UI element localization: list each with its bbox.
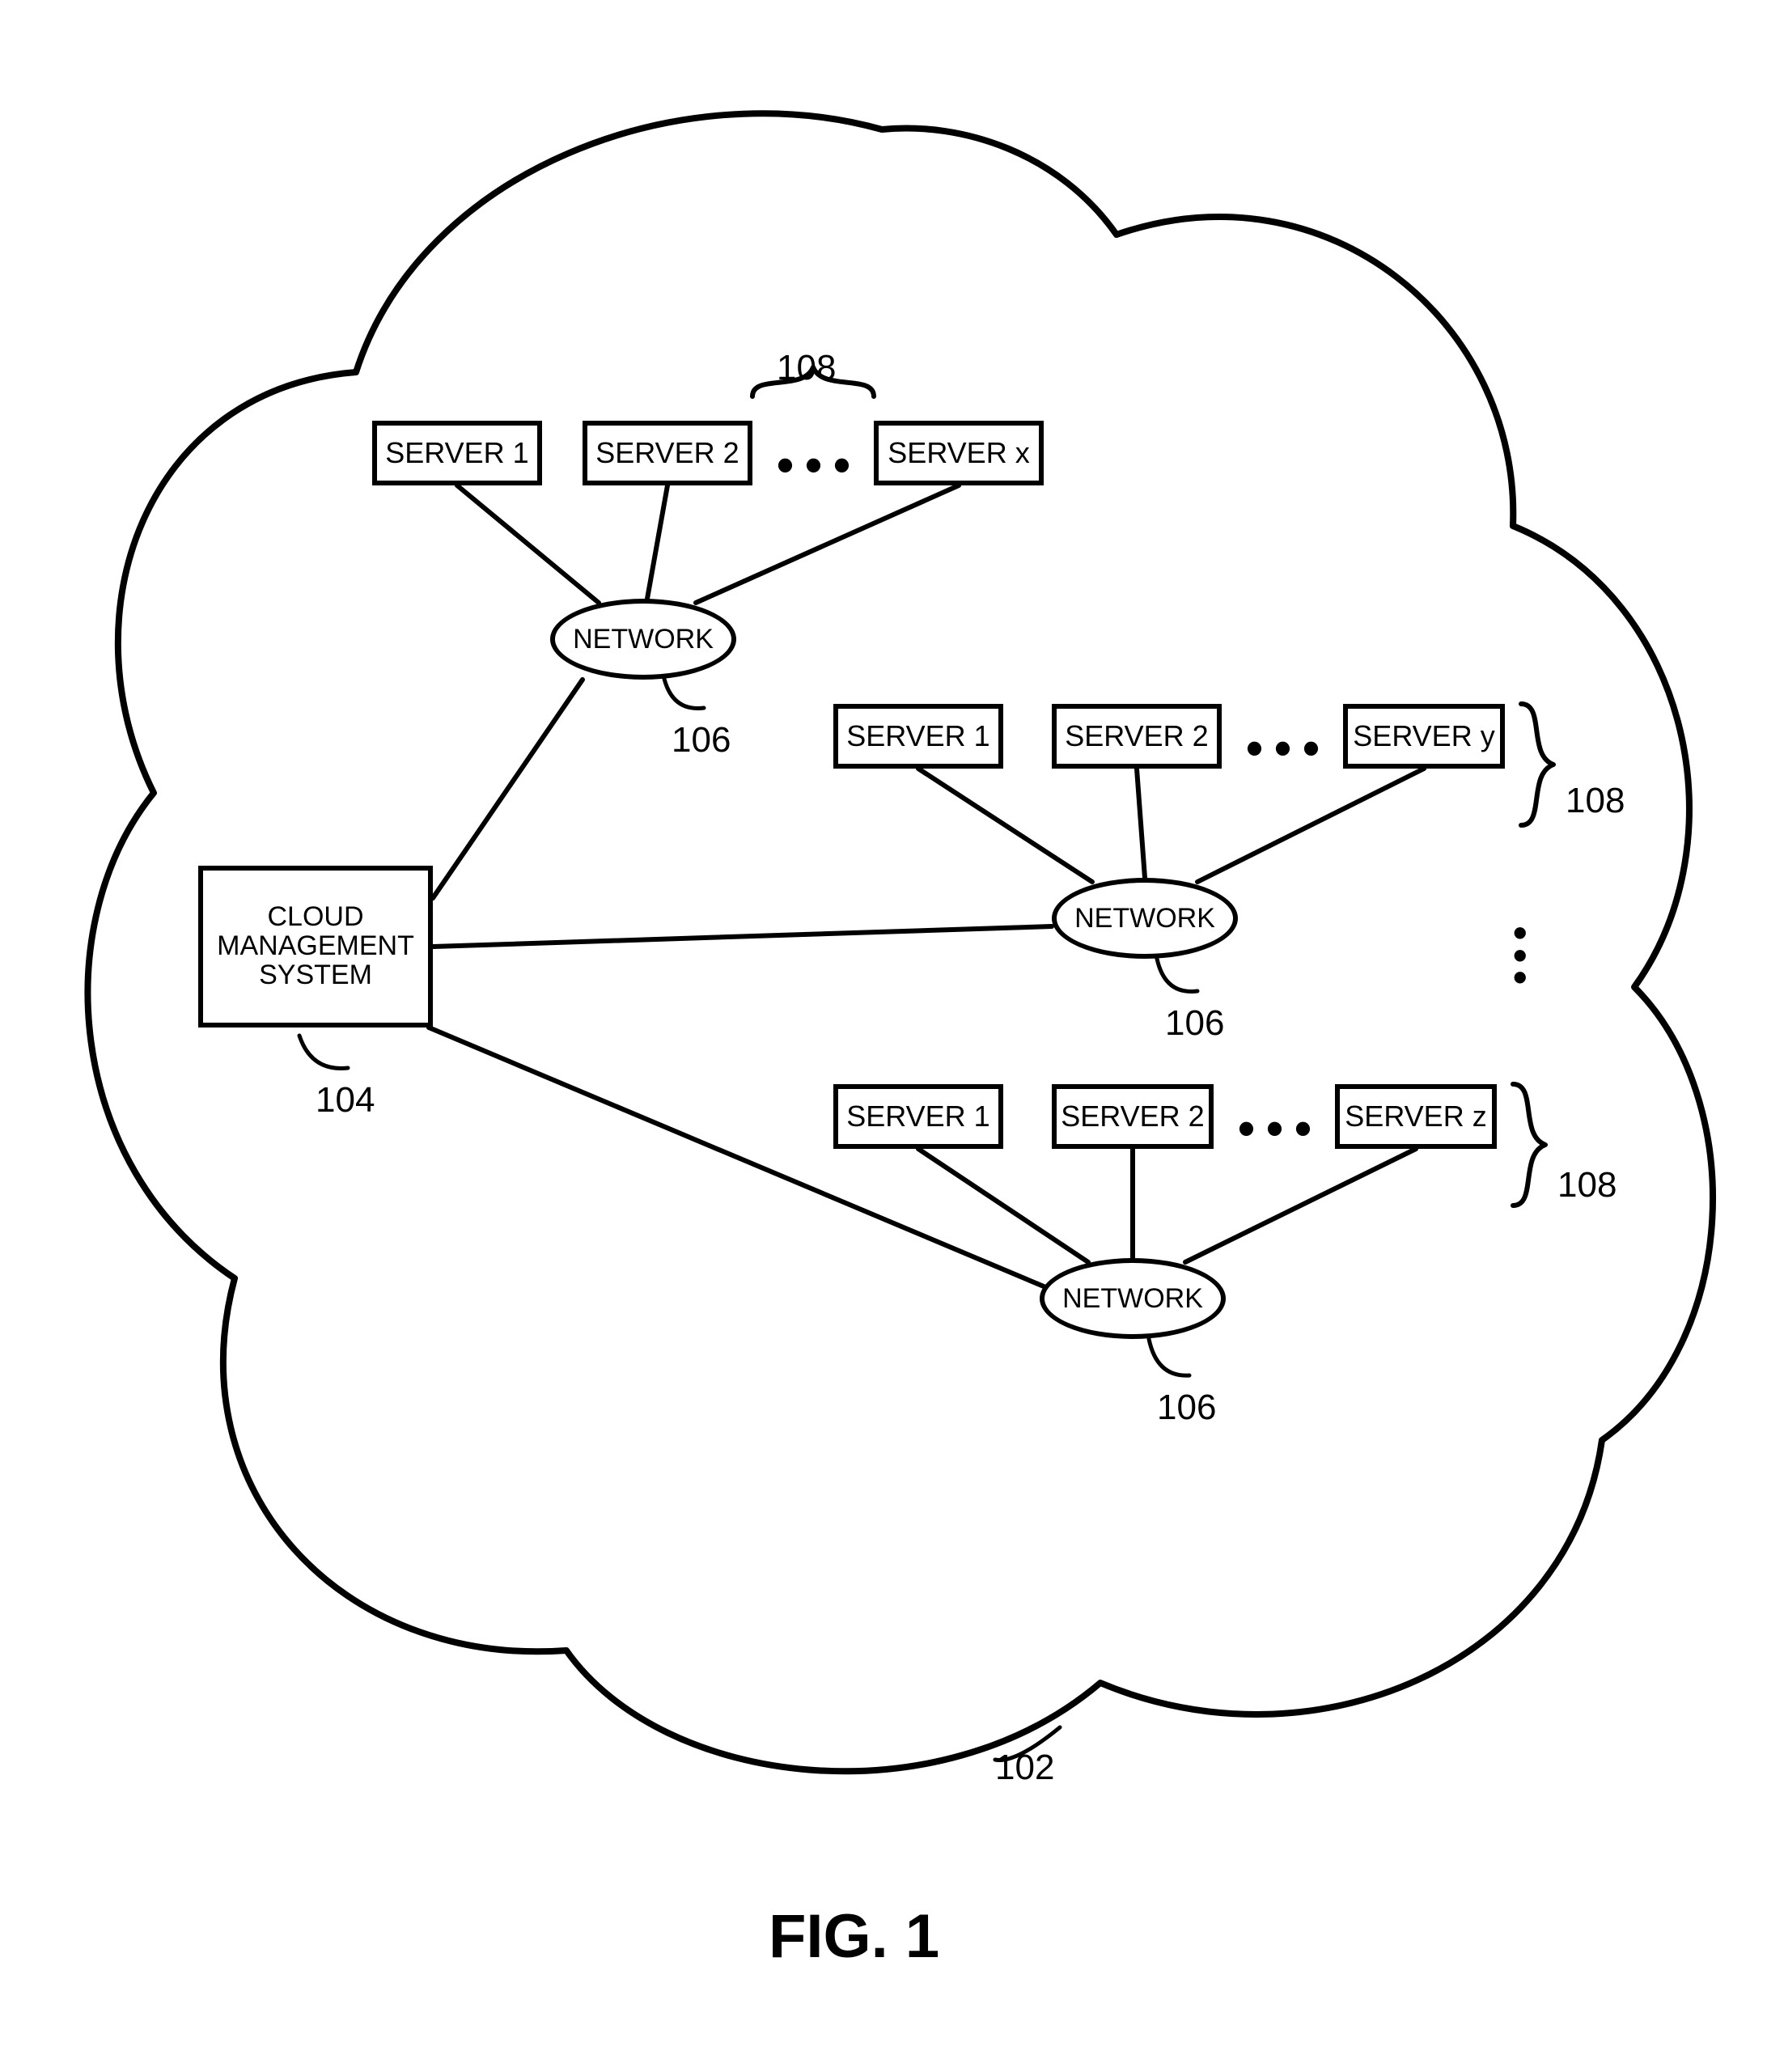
ref-106: 106 (1157, 1388, 1216, 1428)
cloud-management-system-box: CLOUD MANAGEMENT SYSTEM (198, 866, 433, 1028)
ref-108: 108 (1557, 1165, 1617, 1205)
network-ellipse: NETWORK (1052, 878, 1238, 959)
ref-106: 106 (672, 720, 731, 761)
vertical-ellipsis: • • • (1513, 922, 1528, 989)
server-box: SERVER 2 (1052, 1084, 1214, 1149)
ref-108: 108 (1566, 781, 1625, 821)
ref-104: 104 (316, 1080, 375, 1121)
ref-106: 106 (1165, 1003, 1224, 1044)
server-box: SERVER y (1343, 704, 1505, 769)
ref-108: 108 (777, 348, 836, 388)
svg-layer (0, 0, 1767, 2072)
network-ellipse: NETWORK (550, 599, 736, 680)
ref-102: 102 (995, 1748, 1054, 1788)
server-box: SERVER 2 (1052, 704, 1222, 769)
server-box: SERVER 1 (833, 704, 1003, 769)
server-box: SERVER z (1335, 1084, 1497, 1149)
figure-caption: FIG. 1 (769, 1901, 939, 1972)
server-box: SERVER 1 (372, 421, 542, 485)
ellipsis-dots: ••• (1246, 720, 1331, 776)
server-box: SERVER x (874, 421, 1044, 485)
figure-canvas: CLOUD MANAGEMENT SYSTEM SERVER 1 SERVER 2 S… (0, 0, 1767, 2072)
server-box: SERVER 2 (583, 421, 752, 485)
server-box: SERVER 1 (833, 1084, 1003, 1149)
ellipsis-dots: ••• (1238, 1100, 1323, 1156)
ellipsis-dots: ••• (777, 437, 862, 493)
network-ellipse: NETWORK (1040, 1258, 1226, 1339)
